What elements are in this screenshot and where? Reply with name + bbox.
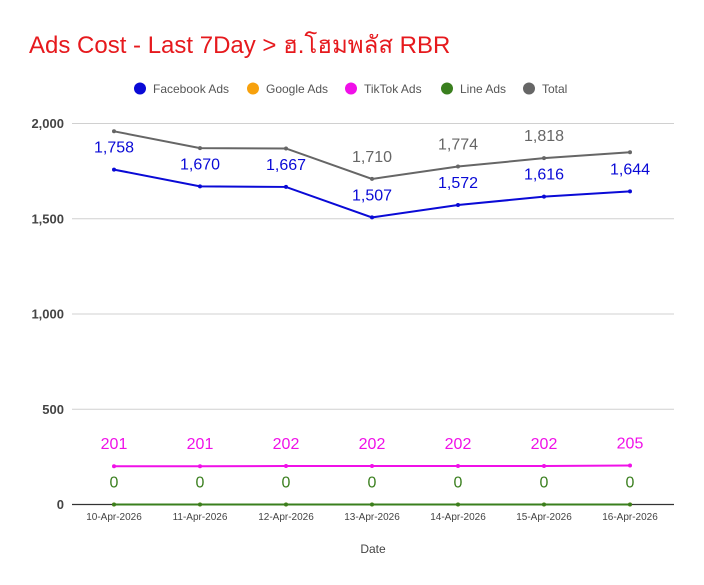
data-label: 0 [282, 475, 291, 492]
data-point [370, 176, 374, 181]
legend-marker [345, 82, 357, 95]
data-label: 1,774 [438, 137, 478, 154]
data-label: 1,670 [180, 156, 220, 173]
chart-title: Ads Cost - Last 7Day > ฮ.โฮมพลัส RBR [29, 31, 450, 59]
legend-label: Google Ads [266, 82, 328, 96]
x-tick-label: 11-Apr-2026 [173, 512, 228, 523]
legend-label: Total [542, 82, 567, 96]
data-label: 202 [445, 436, 472, 453]
data-point [456, 502, 460, 507]
series-facebook-ads [112, 167, 632, 220]
y-tick-label: 2,000 [31, 116, 64, 131]
legend-item: Facebook Ads [134, 82, 229, 96]
data-label: 0 [454, 475, 463, 492]
y-tick-label: 0 [57, 497, 64, 512]
series-layer [112, 129, 632, 507]
y-tick-label: 500 [42, 402, 64, 417]
y-axis: 0 500 1,000 1,500 2,000 [31, 116, 64, 512]
legend-marker [134, 82, 146, 95]
data-point [370, 502, 374, 507]
legend-marker [247, 82, 259, 95]
series-total [112, 129, 632, 181]
data-point [456, 164, 460, 169]
data-point [112, 502, 116, 507]
data-point [456, 464, 460, 469]
legend-marker [523, 82, 535, 95]
legend-marker [441, 82, 453, 95]
data-point [284, 184, 288, 189]
legend: Facebook Ads Google Ads TikTok Ads Line Ads… [134, 82, 567, 96]
data-point [284, 502, 288, 507]
y-tick-label: 1,500 [31, 211, 64, 226]
data-point [284, 464, 288, 469]
data-point [542, 502, 546, 507]
x-tick-label: 16-Apr-2026 [602, 512, 658, 523]
data-label: 205 [617, 435, 644, 452]
legend-item: Google Ads [247, 82, 328, 96]
data-label: 1,710 [352, 149, 392, 166]
data-label: 202 [531, 436, 558, 453]
data-label: 202 [273, 436, 300, 453]
data-point [112, 129, 116, 134]
data-point [370, 464, 374, 469]
series-tiktok-ads [112, 463, 632, 469]
data-label: 201 [187, 436, 214, 453]
data-point [628, 189, 632, 194]
data-point [198, 146, 202, 151]
legend-label: TikTok Ads [364, 82, 422, 96]
data-label: 1,644 [610, 161, 650, 178]
data-label: 1,572 [438, 175, 478, 192]
data-point [284, 146, 288, 151]
x-tick-label: 15-Apr-2026 [516, 512, 572, 523]
data-point [628, 463, 632, 468]
legend-item: TikTok Ads [345, 82, 422, 96]
data-point [198, 464, 202, 469]
data-label: 1,818 [524, 128, 564, 145]
data-point [198, 184, 202, 189]
legend-label: Facebook Ads [153, 82, 229, 96]
x-tick-label: 14-Apr-2026 [430, 512, 486, 523]
series-line-ads [112, 502, 632, 507]
data-label: 201 [101, 436, 128, 453]
data-point [628, 502, 632, 507]
data-label: 0 [196, 475, 205, 492]
data-label: 1,667 [266, 157, 306, 174]
y-tick-label: 1,000 [31, 307, 64, 322]
data-point [542, 156, 546, 161]
data-label: 0 [626, 475, 635, 492]
legend-label: Line Ads [460, 82, 506, 96]
x-tick-label: 12-Apr-2026 [258, 512, 314, 523]
x-axis: 10-Apr-2026 11-Apr-2026 12-Apr-2026 13-Apr-… [86, 512, 658, 523]
legend-item: Total [523, 82, 567, 96]
data-point [112, 464, 116, 469]
data-point [628, 150, 632, 155]
data-point [542, 194, 546, 199]
data-point [542, 464, 546, 469]
legend-item: Line Ads [441, 82, 506, 96]
x-axis-label: Date [360, 542, 386, 556]
data-label: 1,507 [352, 187, 392, 204]
data-label: 0 [540, 475, 549, 492]
data-label: 202 [359, 436, 386, 453]
data-labels-layer: 1,758 1,670 1,667 1,507 1,572 1,616 1,644 201 20… [94, 128, 650, 491]
data-label: 0 [110, 475, 119, 492]
data-label: 1,758 [94, 140, 134, 157]
data-point [198, 502, 202, 507]
data-label: 0 [368, 475, 377, 492]
x-tick-label: 10-Apr-2026 [86, 512, 142, 523]
data-point [112, 167, 116, 172]
x-tick-label: 13-Apr-2026 [344, 512, 400, 523]
data-point [456, 203, 460, 208]
data-point [370, 215, 374, 220]
data-label: 1,616 [524, 167, 564, 184]
